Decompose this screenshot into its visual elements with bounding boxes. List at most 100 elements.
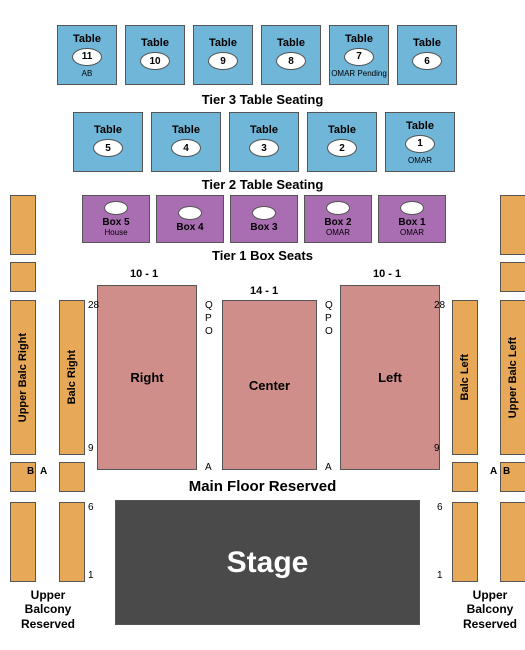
table-name: Table [328,124,356,136]
box-name: Box 5 [102,217,129,228]
box-oval-icon [252,206,276,220]
balc-upper-balc-left[interactable]: Upper Balc Left [500,300,525,455]
row-num: 28 [88,300,99,311]
balc-block[interactable] [10,195,36,255]
row-letter: B [503,466,510,477]
table-oval-icon: 4 [171,139,201,157]
table-name: Table [406,120,434,132]
tier2-table-2[interactable]: Table 2 [307,112,377,172]
row-letter: A [205,462,212,473]
balc-balc-left[interactable]: Balc Left [452,300,478,455]
tier1-box-2[interactable]: Box 2 OMAR [304,195,372,243]
tier3-table-6[interactable]: Table 6 [397,25,457,85]
floor-section-name: Center [249,378,290,393]
table-oval-icon: 9 [208,52,238,70]
balc-name: Balc Left [459,354,471,400]
row-num: 9 [434,443,440,454]
tier2-table-5[interactable]: Table 5 [73,112,143,172]
row-letter: B [27,466,34,477]
table-oval-icon: 1 [405,135,435,153]
tier3-table-11[interactable]: Table 11 AB [57,25,117,85]
balc-name: Upper Balc Left [507,337,519,418]
table-sub: OMAR [408,156,432,165]
tier3-table-9[interactable]: Table 9 [193,25,253,85]
box-name: Box 2 [324,217,351,228]
table-oval-icon: 2 [327,139,357,157]
box-oval-icon [400,201,424,215]
balc-balc-right[interactable]: Balc Right [59,300,85,455]
row-letter: A [325,462,332,473]
tier3-label: Tier 3 Table Seating [0,92,525,107]
balc-block[interactable] [10,262,36,292]
balc-upper-balc-right[interactable]: Upper Balc Right [10,300,36,455]
seat-range: 10 - 1 [373,268,401,280]
seat-range: 10 - 1 [130,268,158,280]
tier1-box-5[interactable]: Box 5 House [82,195,150,243]
balc-lower[interactable] [59,502,85,582]
box-oval-icon [326,201,350,215]
balc-block[interactable] [452,462,478,492]
tier3-table-7[interactable]: Table 7 OMAR Pending [329,25,389,85]
table-oval-icon: 10 [140,52,170,70]
tier2-table-1[interactable]: Table 1 OMAR [385,112,455,172]
balc-name: Upper Balc Right [17,333,29,422]
balc-block[interactable] [500,262,525,292]
box-name: Box 3 [250,222,277,233]
row-letter: P [325,313,332,324]
table-name: Table [94,124,122,136]
floor-center[interactable]: Center [222,300,317,470]
tier2-table-4[interactable]: Table 4 [151,112,221,172]
table-name: Table [73,33,101,45]
tier2-label: Tier 2 Table Seating [0,177,525,192]
table-oval-icon: 6 [412,52,442,70]
balc-lower[interactable] [500,502,525,582]
tier1-label: Tier 1 Box Seats [0,248,525,263]
floor-left[interactable]: Left [340,285,440,470]
table-name: Table [209,37,237,49]
tier2-table-3[interactable]: Table 3 [229,112,299,172]
floor-right[interactable]: Right [97,285,197,470]
box-sub: House [104,228,127,237]
upper-balcony-reserved-label: UpperBalconyReserved [13,588,83,631]
table-oval-icon: 3 [249,139,279,157]
tier1-box-4[interactable]: Box 4 [156,195,224,243]
upper-balcony-reserved-label: UpperBalconyReserved [455,588,525,631]
row-letter: O [325,326,333,337]
balc-block[interactable] [59,462,85,492]
floor-section-name: Right [130,370,163,385]
row-num: 1 [437,570,443,581]
row-num: 6 [437,502,443,513]
row-letter: P [205,313,212,324]
table-name: Table [141,37,169,49]
balc-name: Balc Right [66,350,78,404]
table-oval-icon: 5 [93,139,123,157]
row-num: 28 [434,300,445,311]
balc-lower[interactable] [10,502,36,582]
row-letter: A [40,466,47,477]
row-num: 1 [88,570,94,581]
table-name: Table [413,37,441,49]
box-name: Box 1 [398,217,425,228]
table-sub: AB [82,69,93,78]
table-oval-icon: 7 [344,48,374,66]
box-sub: OMAR [326,228,350,237]
table-oval-icon: 11 [72,48,102,66]
balc-lower[interactable] [452,502,478,582]
table-name: Table [345,33,373,45]
tier1-box-3[interactable]: Box 3 [230,195,298,243]
row-letter: Q [325,300,333,311]
table-name: Table [277,37,305,49]
balc-block[interactable] [500,195,525,255]
row-num: 6 [88,502,94,513]
stage: Stage [115,500,420,625]
box-oval-icon [104,201,128,215]
tier1-box-1[interactable]: Box 1 OMAR [378,195,446,243]
table-name: Table [250,124,278,136]
floor-section-name: Left [378,370,402,385]
box-sub: OMAR [400,228,424,237]
tier3-table-10[interactable]: Table 10 [125,25,185,85]
seat-range: 14 - 1 [250,285,278,297]
tier3-table-8[interactable]: Table 8 [261,25,321,85]
table-name: Table [172,124,200,136]
row-letter: Q [205,300,213,311]
